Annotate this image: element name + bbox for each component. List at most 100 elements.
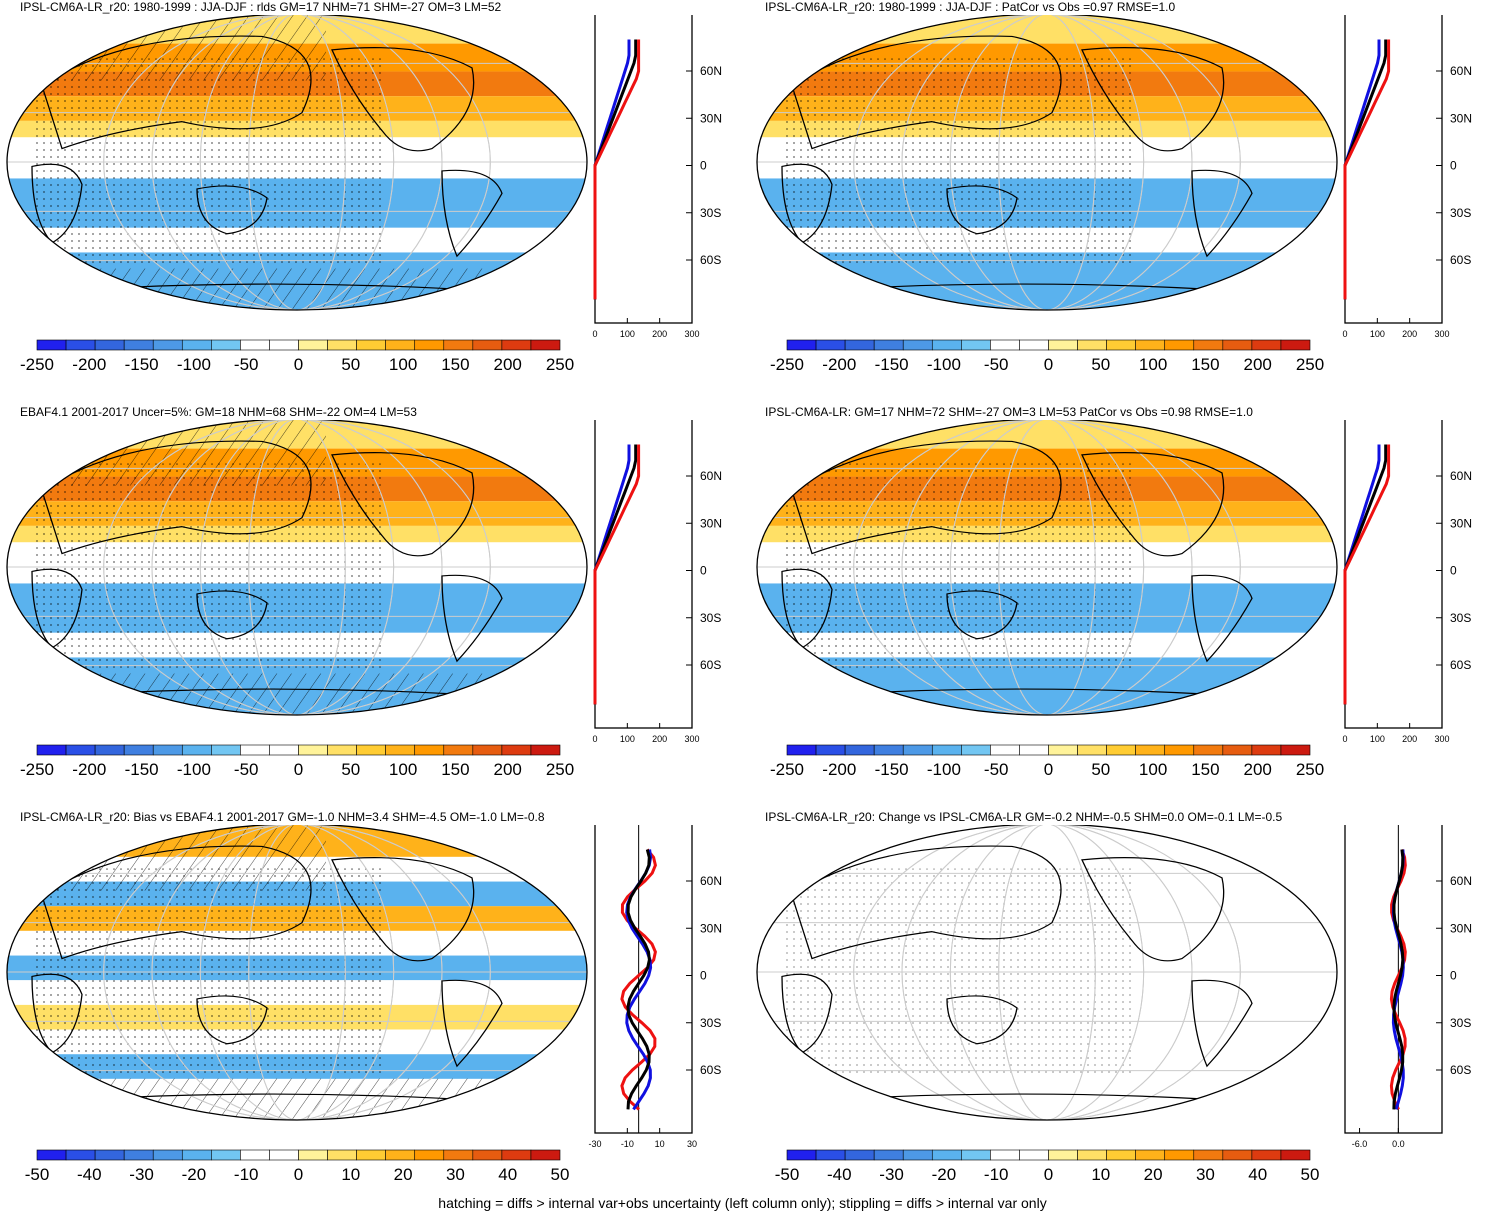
graticule-lon — [998, 15, 1096, 310]
zonal-frame — [1344, 825, 1443, 1134]
coastline — [41, 845, 312, 960]
colorbar-label: 200 — [1244, 760, 1272, 779]
map-border — [756, 15, 1338, 311]
colorbar-box — [1251, 744, 1282, 756]
lat-tick-label: 60S — [1450, 253, 1471, 267]
colorbar-box — [1280, 1149, 1311, 1161]
colorbar-box — [1106, 339, 1136, 351]
colorbar-box — [1193, 339, 1224, 351]
coastline — [441, 979, 503, 1068]
x-tick-label: 300 — [684, 329, 699, 339]
colorbar-box — [961, 1149, 991, 1161]
lat-tick-label: 30S — [1450, 206, 1471, 220]
field-band — [757, 420, 1337, 449]
panel-title: IPSL-CM6A-LR_r20: 1980-1999 : JJA-DJF : … — [20, 0, 502, 14]
colorbar-label: -250 — [770, 760, 804, 779]
colorbar-box — [123, 744, 154, 756]
colorbar-box — [815, 1149, 846, 1161]
colorbar-box — [1135, 339, 1166, 351]
colorbar-label: 150 — [1191, 355, 1219, 374]
colorbar-box — [181, 339, 212, 351]
colorbar-label: 200 — [494, 355, 522, 374]
panel-title: EBAF4.1 2001-2017 Uncer=5%: GM=18 NHM=68… — [20, 405, 417, 419]
graticule-lon — [199, 825, 395, 1120]
graticule-lon — [199, 420, 395, 715]
colorbar-label: -10 — [234, 1165, 259, 1184]
lat-tick-label: 30S — [700, 1016, 721, 1030]
colorbar-label: -250 — [20, 760, 54, 779]
colorbar-label: 250 — [546, 355, 574, 374]
colorbar-box — [298, 744, 328, 756]
colorbar-label: -150 — [125, 760, 159, 779]
lat-tick-label: 30N — [700, 921, 722, 935]
panel-graphic: W m⁻²60N30N030S60S0100200300-250-200-150… — [756, 420, 1472, 779]
colorbar-box — [385, 1149, 416, 1161]
colorbar-label: 0 — [1044, 355, 1053, 374]
colorbar-label: -10 — [984, 1165, 1009, 1184]
colorbar-box — [1193, 1149, 1224, 1161]
colorbar-label: -100 — [927, 760, 961, 779]
lat-tick-label: 30S — [1450, 1016, 1471, 1030]
panel-graphic: W m⁻²60N30N030S60S0100200300-250-200-150… — [6, 15, 722, 374]
x-tick-label: 300 — [1434, 329, 1449, 339]
colorbar-box — [414, 1149, 445, 1161]
lat-tick-label: 60S — [1450, 658, 1471, 672]
colorbar-box — [873, 1149, 904, 1161]
x-tick-label: 30 — [687, 1139, 697, 1149]
colorbar-label: 0 — [294, 760, 303, 779]
colorbar-box — [961, 339, 991, 351]
colorbar-box — [844, 339, 875, 351]
colorbar-box — [990, 339, 1020, 351]
colorbar-label: -200 — [72, 760, 106, 779]
hatching — [7, 15, 326, 81]
map-field — [757, 420, 1337, 715]
panel-6: IPSL-CM6A-LR_r20: Change vs IPSL-CM6A-LR… — [750, 810, 1485, 1215]
colorbar-box — [65, 339, 96, 351]
hatching — [7, 420, 326, 486]
colorbar-box — [36, 1149, 67, 1161]
series-line-red — [1343, 39, 1391, 300]
colorbar-box — [443, 1149, 474, 1161]
x-tick-label: 100 — [1370, 734, 1385, 744]
coastline — [441, 574, 503, 663]
lat-tick-label: 30S — [700, 206, 721, 220]
x-tick-label: 0 — [1342, 329, 1347, 339]
lat-tick-label: 30N — [700, 111, 722, 125]
coastline — [196, 590, 268, 640]
colorbar-label: -50 — [25, 1165, 50, 1184]
graticule-lon — [853, 420, 1241, 715]
colorbar-label: -20 — [932, 1165, 957, 1184]
colorbar-box — [356, 1149, 386, 1161]
colorbar-label: -150 — [125, 355, 159, 374]
colorbar-box — [211, 1149, 241, 1161]
colorbar-label: 0 — [294, 355, 303, 374]
colorbar-box — [65, 1149, 96, 1161]
x-tick-label: 100 — [620, 329, 635, 339]
graticule-lon — [901, 15, 1193, 310]
colorbar-box — [902, 1149, 933, 1161]
graticule-lon — [199, 15, 395, 310]
colorbar-label: 100 — [1139, 355, 1167, 374]
colorbar-box — [94, 744, 125, 756]
graticule-lon — [901, 420, 1193, 715]
colorbar-box — [1251, 339, 1282, 351]
map-border — [756, 825, 1338, 1121]
lat-tick-label: 60S — [1450, 1063, 1471, 1077]
x-tick-label: 200 — [652, 734, 667, 744]
colorbar-label: 30 — [446, 1165, 465, 1184]
graticule-lon — [103, 420, 491, 715]
lat-tick-label: 30N — [1450, 111, 1472, 125]
colorbar-label: 30 — [1196, 1165, 1215, 1184]
colorbar-box — [530, 1149, 561, 1161]
colorbar-label: -40 — [827, 1165, 852, 1184]
colorbar-label: -30 — [129, 1165, 154, 1184]
coastline — [791, 35, 1062, 150]
colorbar-box — [530, 744, 561, 756]
x-tick-label: 0 — [592, 329, 597, 339]
series-line-black — [1392, 849, 1405, 1110]
colorbar-box — [472, 339, 503, 351]
coastline — [1191, 979, 1253, 1068]
zonal-frame — [1344, 420, 1443, 729]
colorbar-box — [931, 1149, 962, 1161]
x-tick-label: -10 — [621, 1139, 634, 1149]
